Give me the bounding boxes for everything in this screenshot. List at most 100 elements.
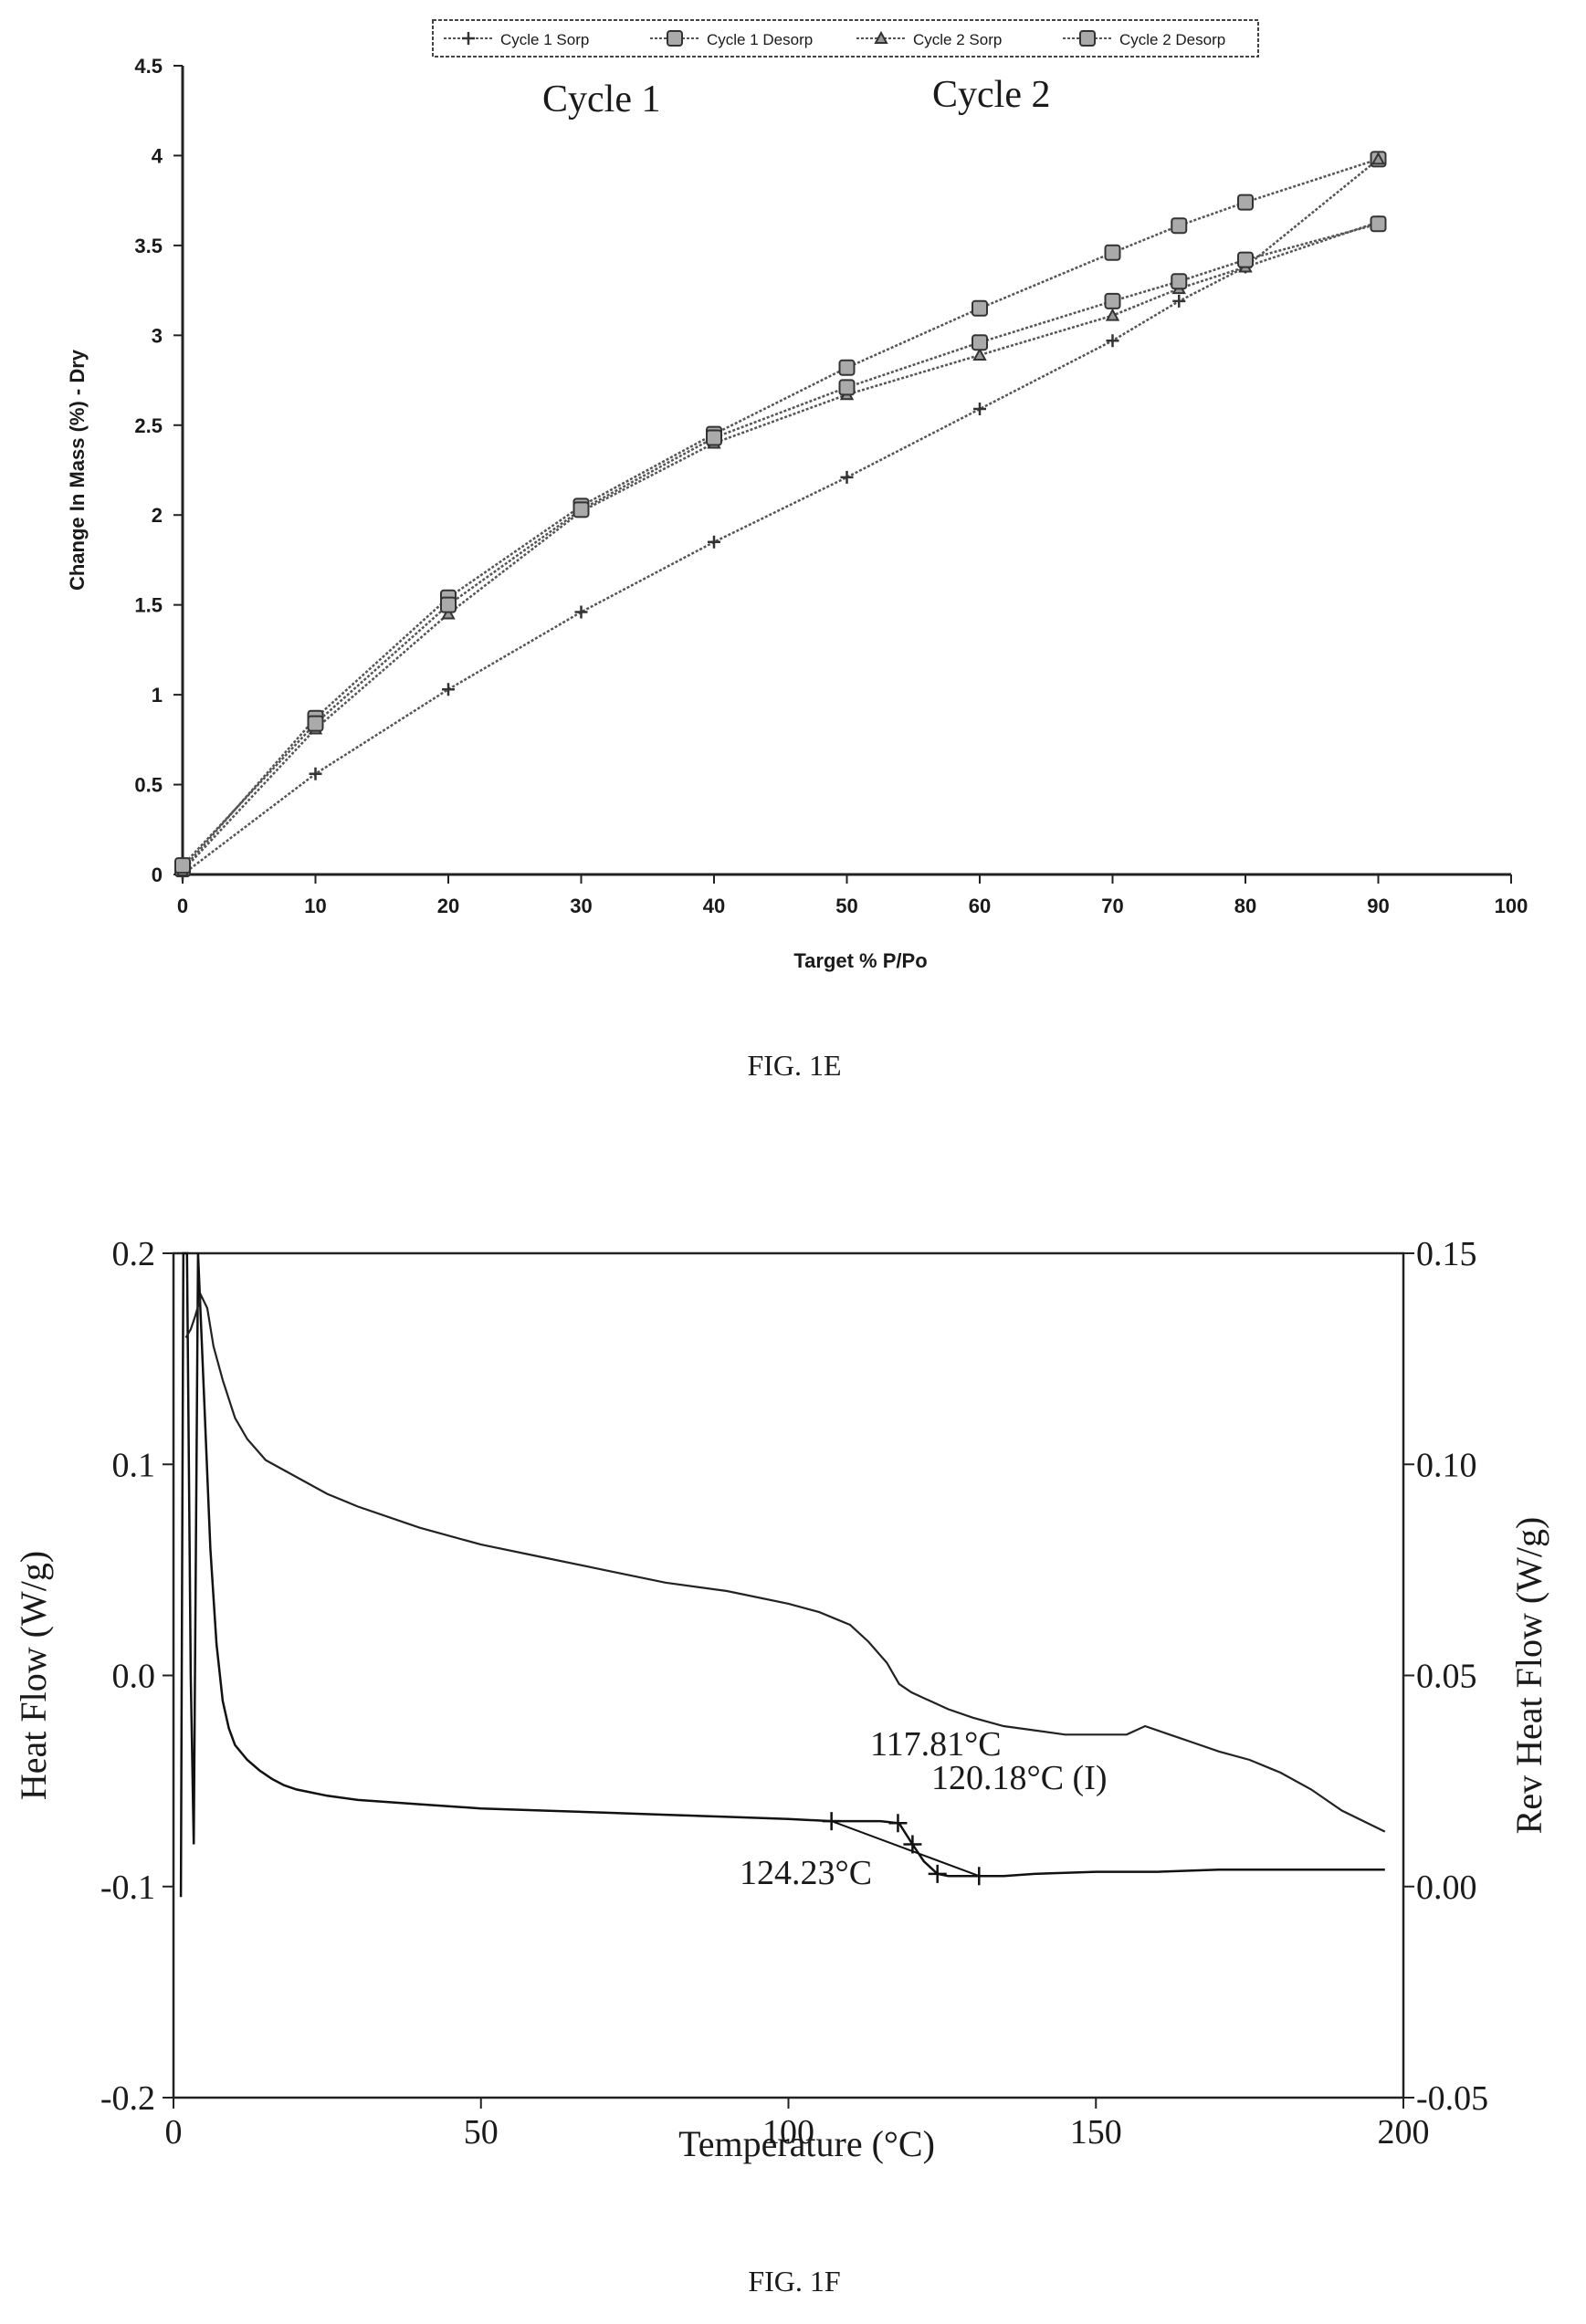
heat-flow-line (179, 1251, 1385, 1898)
figure-caption-1f: FIG. 1F (748, 2265, 840, 2298)
tangent-line (831, 1820, 980, 1878)
transition-marker (888, 1814, 908, 1833)
data-point (706, 429, 722, 446)
data-point (838, 379, 856, 396)
y2-tick-label: 0.00 (1416, 1869, 1477, 1907)
data-point (1237, 251, 1254, 268)
series-cycle-2-sorp (175, 152, 1386, 877)
y-tick-label: 2 (152, 504, 163, 527)
y-tick-label: 3 (152, 324, 163, 347)
x-axis-label: Target % P/Po (793, 949, 927, 972)
x-tick-label: 200 (1378, 2113, 1430, 2151)
data-point (667, 30, 683, 47)
data-point (1079, 30, 1096, 47)
y2-tick-label: 0.05 (1416, 1658, 1477, 1696)
y-axis-label: Change In Mass (%) - Dry (66, 349, 89, 591)
y-tick-label: 0.2 (112, 1235, 156, 1273)
y-tick-label: 1 (152, 684, 163, 707)
x-tick-label: 100 (1495, 895, 1528, 917)
data-point (442, 683, 455, 696)
data-point (1106, 334, 1119, 348)
x-tick-label: 80 (1234, 895, 1256, 917)
y2-tick-label: 0.15 (1416, 1235, 1477, 1273)
transition-markers (822, 1812, 989, 1886)
annotation-onset: 117.81°C (870, 1725, 1002, 1764)
rev-heat-flow-line (184, 1293, 1386, 1833)
y-tick-label: -0.1 (100, 1869, 155, 1907)
dsc-plot-area (179, 1251, 1386, 1898)
y-tick-label: 4 (152, 144, 163, 167)
dsc-chart: 0 50 100 150 200 -0.2 -0.1 0.0 0.1 0.2 -0.05 0.00 0.… (13, 1235, 1549, 2164)
transition-marker (822, 1812, 841, 1831)
series-rev-heat-flow (184, 1293, 1386, 1833)
figure-caption-1e: FIG. 1E (747, 1049, 841, 1082)
x-tick-label: 0 (165, 2113, 183, 2151)
data-point (972, 334, 988, 351)
legend-box (432, 19, 1259, 58)
transition-marker (928, 1864, 947, 1883)
annotation-cycle-1: Cycle 1 (542, 79, 660, 120)
y2-tick-label: -0.05 (1416, 2079, 1488, 2118)
plot-frame (172, 1251, 1405, 2099)
data-point (309, 767, 322, 780)
data-point (462, 32, 475, 45)
x-tick-label: 70 (1101, 895, 1123, 917)
legend-item-cycle-2-desorp: Cycle 2 Desorp (1063, 30, 1225, 48)
x-tick-label: 150 (1070, 2113, 1122, 2151)
series-line (182, 158, 1380, 872)
x-tick-label: 100 (762, 2113, 814, 2151)
annotation-inflection: 120.18°C (I) (931, 1759, 1108, 1797)
data-point (1371, 152, 1386, 165)
data-point (440, 596, 457, 613)
data-point (174, 857, 191, 874)
series-heat-flow (179, 1251, 1385, 1898)
data-point (1104, 244, 1121, 261)
legend-label: Cycle 2 Sorp (913, 31, 1002, 48)
data-point (1171, 217, 1188, 235)
series-line (182, 223, 1379, 867)
series-line (182, 221, 1379, 875)
data-point (1104, 292, 1121, 309)
y-tick-label: 0.0 (112, 1658, 156, 1696)
data-point (708, 535, 720, 549)
data-point (874, 30, 888, 44)
sorption-plot-area (174, 151, 1387, 881)
legend-label: Cycle 2 Desorp (1119, 31, 1225, 48)
series-cycle-2-desorp (174, 215, 1387, 874)
data-point (838, 359, 856, 376)
y-tick-label: 1.5 (134, 594, 163, 617)
legend-label: Cycle 1 Desorp (707, 31, 813, 48)
y-axis-label-left: Heat Flow (W/g) (13, 1551, 54, 1800)
x-tick-label: 30 (570, 895, 592, 917)
series-cycle-1-desorp (174, 151, 1387, 878)
sorption-axes: 0 10 20 30 40 50 60 70 80 90 100 0 0.5 1 1.5 2 2.5 3 3.5 4 4… (134, 55, 1528, 917)
y-tick-label: 0.1 (112, 1446, 156, 1484)
x-tick-label: 40 (703, 895, 725, 917)
data-point (1105, 308, 1120, 321)
data-point (441, 606, 456, 620)
annotation-cycle-2: Cycle 2 (932, 74, 1050, 116)
data-point (574, 605, 588, 619)
legend-item-cycle-1-sorp: Cycle 1 Sorp (444, 31, 589, 48)
x-tick-label: 10 (304, 895, 326, 917)
data-point (972, 299, 988, 317)
y-tick-label: -0.2 (100, 2079, 155, 2118)
dsc-axes: 0 50 100 150 200 -0.2 -0.1 0.0 0.1 0.2 -0.05 0.00 0.… (100, 1235, 1488, 2151)
sorption-chart: Cycle 1 Sorp Cycle 1 Desorp Cycle 2 Sorp Cy… (66, 19, 1528, 972)
y2-tick-label: 0.10 (1416, 1446, 1477, 1484)
x-tick-label: 50 (464, 2113, 499, 2151)
data-point (1370, 215, 1387, 233)
data-point (1172, 294, 1186, 308)
data-point (307, 715, 324, 732)
x-tick-label: 0 (177, 895, 188, 917)
data-point (973, 403, 986, 416)
x-tick-label: 20 (437, 895, 459, 917)
data-point (840, 470, 854, 484)
transition-marker (903, 1835, 922, 1854)
data-point (1237, 194, 1254, 211)
y-tick-label: 2.5 (134, 414, 163, 437)
legend-item-cycle-2-sorp: Cycle 2 Sorp (856, 30, 1002, 48)
y-tick-label: 0.5 (134, 774, 163, 797)
annotation-endset: 124.23°C (740, 1854, 872, 1892)
